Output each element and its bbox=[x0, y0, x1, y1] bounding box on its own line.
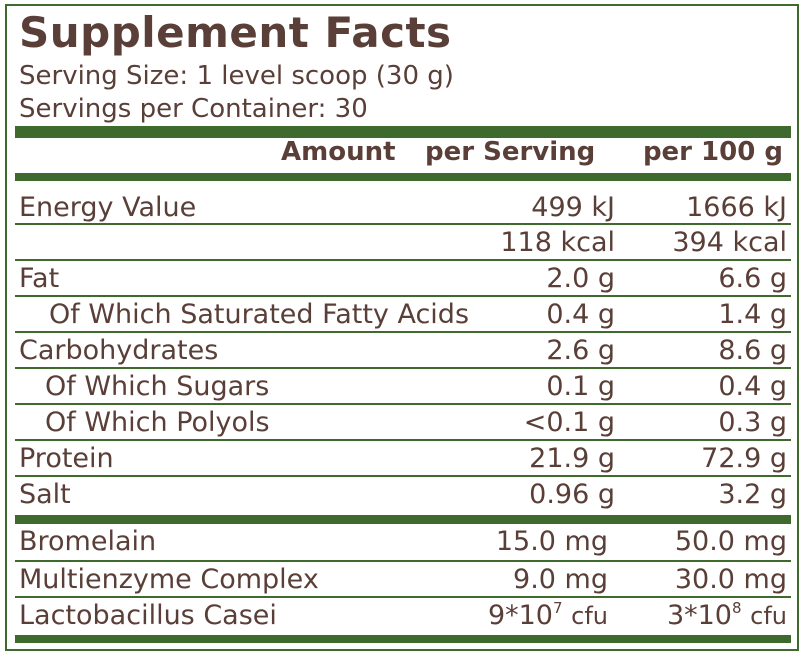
panel-title: Supplement Facts bbox=[19, 8, 452, 57]
bottom-bar bbox=[15, 635, 791, 643]
row-divider bbox=[15, 331, 791, 333]
row-per-serving: 2.0 g bbox=[546, 263, 615, 294]
table-row: Of Which Polyols <0.1 g 0.3 g bbox=[7, 405, 801, 439]
supplement-facts-panel: Supplement Facts Serving Size: 1 level s… bbox=[5, 4, 799, 651]
table-row: Salt 0.96 g 3.2 g bbox=[7, 477, 801, 511]
row-label: Fat bbox=[19, 263, 60, 294]
row-per-100g: 6.6 g bbox=[718, 263, 787, 294]
serving-base: 9*10 bbox=[487, 600, 553, 631]
row-divider bbox=[15, 596, 791, 598]
row-divider bbox=[15, 560, 791, 562]
row-label: Energy Value bbox=[19, 192, 197, 223]
row-per-serving: 118 kcal bbox=[500, 227, 615, 258]
row-divider bbox=[15, 367, 791, 369]
row-per-100g: 50.0 mg bbox=[674, 526, 787, 557]
table-row: 118 kcal 394 kcal bbox=[7, 225, 801, 259]
row-per-serving: 0.1 g bbox=[546, 371, 615, 402]
table-row: Of Which Sugars 0.1 g 0.4 g bbox=[7, 369, 801, 403]
row-per-100g: 30.0 mg bbox=[674, 564, 787, 595]
row-per-serving: 9.0 mg bbox=[513, 564, 608, 595]
row-per-serving: 15.0 mg bbox=[495, 526, 608, 557]
row-label: Protein bbox=[19, 443, 114, 474]
row-label: Lactobacillus Casei bbox=[19, 600, 277, 631]
serving-size: Serving Size: 1 level scoop (30 g) bbox=[19, 61, 454, 91]
row-per-100g: 394 kcal bbox=[672, 227, 787, 258]
header-top-bar bbox=[15, 126, 791, 138]
row-per-serving: 9*107 cfu bbox=[487, 599, 608, 631]
per100-base: 3*10 bbox=[666, 600, 732, 631]
table-row: Bromelain 15.0 mg 50.0 mg bbox=[7, 524, 801, 558]
table-row: Fat 2.0 g 6.6 g bbox=[7, 261, 801, 295]
per100-unit: cfu bbox=[750, 602, 787, 630]
row-per-serving: 21.9 g bbox=[529, 443, 615, 474]
row-label: Of Which Polyols bbox=[45, 407, 270, 438]
table-row: Energy Value 499 kJ 1666 kJ bbox=[7, 190, 801, 224]
row-divider bbox=[15, 223, 791, 225]
row-label: Of Which Sugars bbox=[45, 371, 270, 402]
row-label: Multienzyme Complex bbox=[19, 564, 319, 595]
table-row: Multienzyme Complex 9.0 mg 30.0 mg bbox=[7, 562, 801, 596]
header-bottom-bar bbox=[15, 173, 791, 181]
row-divider bbox=[15, 403, 791, 405]
per100-exponent: 8 bbox=[732, 599, 742, 617]
row-label: Bromelain bbox=[19, 526, 157, 557]
serving-unit: cfu bbox=[571, 602, 608, 630]
servings-per-container: Servings per Container: 30 bbox=[19, 94, 368, 124]
row-per-100g: 0.4 g bbox=[718, 371, 787, 402]
row-divider bbox=[15, 295, 791, 297]
row-per-serving: 0.96 g bbox=[529, 479, 615, 510]
row-label: Of Which Saturated Fatty Acids bbox=[49, 299, 470, 330]
section-divider-bar bbox=[15, 515, 791, 524]
row-per-100g: 8.6 g bbox=[718, 335, 787, 366]
row-divider bbox=[15, 259, 791, 261]
header-amount: Amount bbox=[281, 137, 396, 167]
row-per-100g: 72.9 g bbox=[701, 443, 787, 474]
header-per-serving: per Serving bbox=[425, 137, 596, 167]
serving-exponent: 7 bbox=[553, 599, 563, 617]
row-per-serving: <0.1 g bbox=[523, 407, 615, 438]
row-per-100g: 1.4 g bbox=[718, 299, 787, 330]
row-divider bbox=[15, 475, 791, 477]
row-label: Salt bbox=[19, 479, 71, 510]
row-per-100g: 3.2 g bbox=[718, 479, 787, 510]
row-per-serving: 0.4 g bbox=[546, 299, 615, 330]
table-row: Lactobacillus Casei 9*107 cfu 3*108 cfu bbox=[7, 598, 801, 632]
table-row: Of Which Saturated Fatty Acids 0.4 g 1.4… bbox=[7, 297, 801, 331]
row-per-100g: 1666 kJ bbox=[686, 192, 787, 223]
row-per-serving: 499 kJ bbox=[531, 192, 615, 223]
row-per-serving: 2.6 g bbox=[546, 335, 615, 366]
row-label: Carbohydrates bbox=[19, 335, 219, 366]
header-per-100g: per 100 g bbox=[642, 137, 783, 167]
table-row: Protein 21.9 g 72.9 g bbox=[7, 441, 801, 475]
row-per-100g: 0.3 g bbox=[718, 407, 787, 438]
row-divider bbox=[15, 439, 791, 441]
table-row: Carbohydrates 2.6 g 8.6 g bbox=[7, 333, 801, 367]
row-per-100g: 3*108 cfu bbox=[666, 599, 787, 631]
